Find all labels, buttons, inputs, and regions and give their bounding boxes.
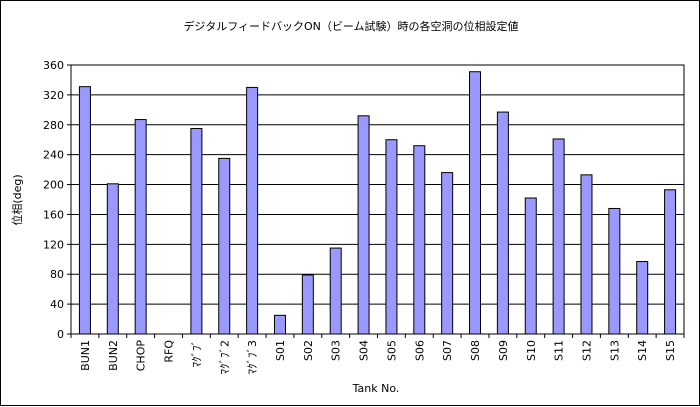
x-tick-label: S02 — [302, 340, 315, 361]
y-tick-label: 360 — [43, 59, 64, 72]
bar — [246, 86, 259, 335]
plot-area-border — [70, 64, 685, 335]
x-tick-label: S15 — [664, 340, 677, 361]
x-axis-label: Tank No. — [352, 382, 400, 395]
x-tick-label: S12 — [580, 340, 593, 361]
bar — [664, 189, 677, 335]
bar — [636, 261, 649, 335]
bar — [329, 247, 342, 335]
x-tick-label: S04 — [358, 340, 371, 361]
x-tick-label: BUN2 — [107, 340, 120, 371]
x-tick-label: CHOP — [135, 340, 148, 372]
x-tick-label: S10 — [525, 340, 538, 361]
bar — [106, 183, 119, 335]
bar — [134, 119, 147, 335]
bar — [357, 115, 370, 335]
x-tick-label: ﾏｸﾞﾌﾞ2 — [218, 340, 231, 375]
bar — [469, 71, 482, 335]
bar — [385, 139, 398, 335]
y-tick-label: 0 — [57, 328, 64, 341]
chart-title: デジタルフィードバックON（ビーム試験）時の各空洞の位相設定値 — [183, 19, 518, 33]
y-tick-label: 320 — [43, 89, 64, 102]
x-tick-label: S09 — [497, 340, 510, 361]
bar — [496, 111, 509, 335]
x-tick-label: S08 — [469, 340, 482, 361]
bar — [190, 128, 203, 335]
x-tick-labels: BUN1 BUN2 CHOP RFQ ﾏｸﾞﾌﾞ ﾏｸﾞﾌﾞ2 ﾏｸﾞﾌﾞ3 S01 S02 S0… — [79, 340, 677, 375]
bar — [580, 174, 593, 335]
y-tick-label: 120 — [43, 238, 64, 251]
x-tick-label: S06 — [413, 340, 426, 361]
y-axis-label: 位相(deg) — [10, 174, 24, 225]
x-tick-label: S13 — [608, 340, 621, 361]
y-tick-label: 200 — [43, 179, 64, 192]
x-tick-label: S14 — [636, 340, 649, 361]
x-tick-label: RFQ — [163, 340, 176, 363]
x-tick-label: ﾏｸﾞﾌﾞ3 — [246, 340, 259, 375]
bar — [441, 172, 454, 335]
y-tick-label: 160 — [43, 208, 64, 221]
x-tick-label: S07 — [441, 340, 454, 361]
y-tick-label: 280 — [43, 119, 64, 132]
axes — [70, 64, 685, 335]
bar — [524, 197, 537, 335]
bar — [608, 207, 621, 335]
x-tick-label: S03 — [330, 340, 343, 361]
y-tick-label: 240 — [43, 149, 64, 162]
bar — [273, 314, 286, 335]
x-tick-label: ﾏｸﾞﾌﾞ — [190, 340, 203, 368]
bar — [78, 86, 91, 335]
bar — [301, 274, 314, 335]
y-tick-labels: 0 40 80 120 160 200 240 280 320 360 — [43, 59, 64, 341]
x-tick-label: BUN1 — [79, 340, 92, 371]
x-tick-label: S05 — [385, 340, 398, 361]
y-tick-label: 40 — [50, 298, 64, 311]
y-tick-label: 80 — [50, 268, 64, 281]
bars — [78, 71, 677, 335]
x-tick-label: S11 — [553, 340, 566, 361]
bar — [552, 138, 565, 335]
bar — [413, 145, 426, 335]
x-tick-label: S01 — [274, 340, 287, 361]
bar — [218, 157, 231, 335]
